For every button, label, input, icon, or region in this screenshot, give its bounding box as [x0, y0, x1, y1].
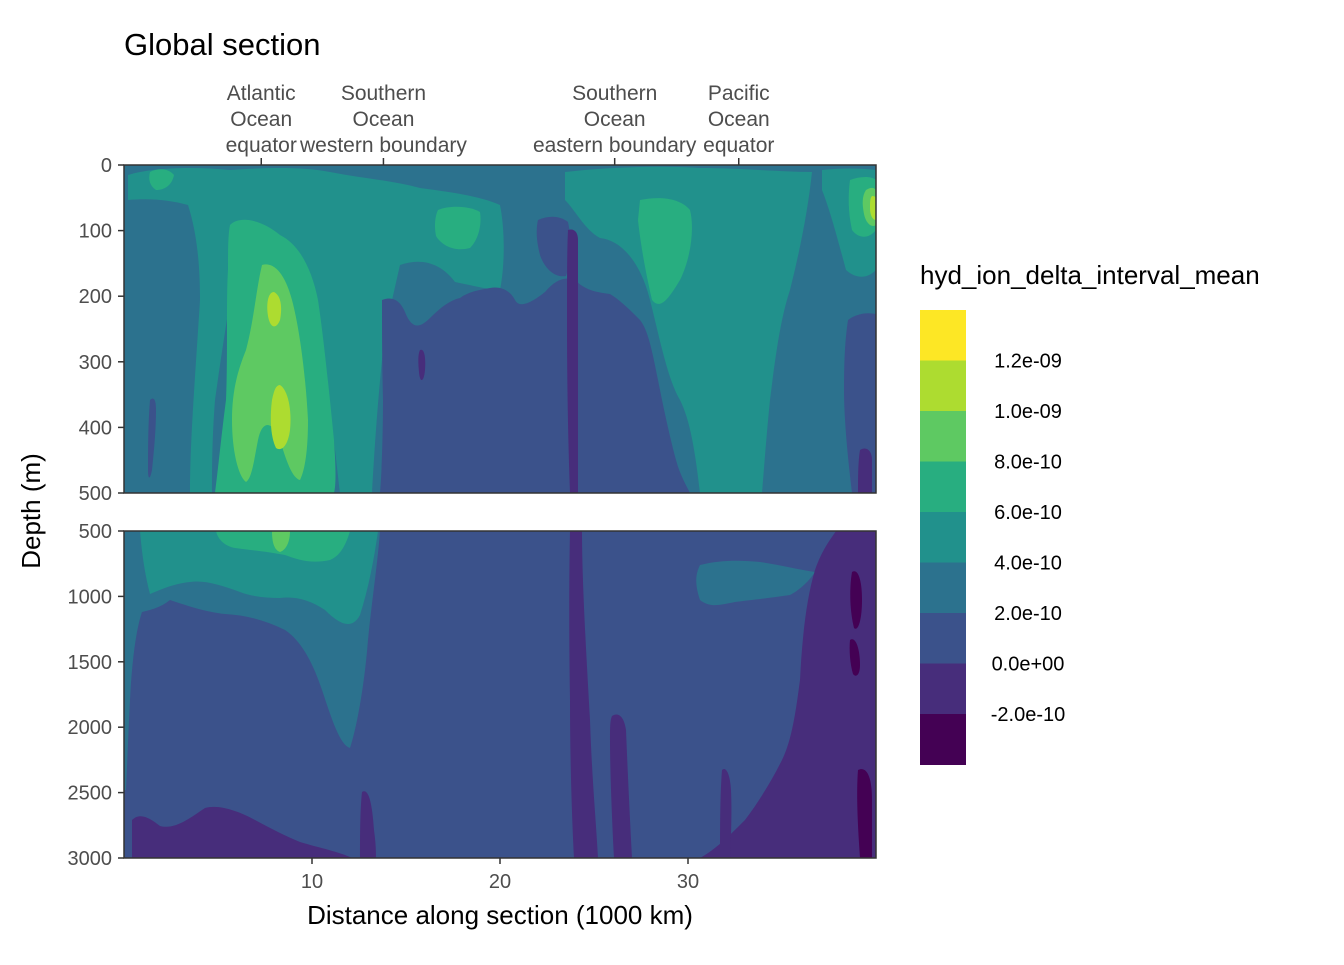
legend-swatch	[920, 562, 966, 614]
legend-swatch	[920, 461, 966, 513]
lower-y-tick-label: 500	[79, 521, 112, 543]
upper-band-east-0	[844, 313, 876, 493]
legend-swatch	[920, 613, 966, 664]
upper-y-axis: 0 100 200 300 400 500	[79, 155, 124, 505]
legend-swatches	[920, 310, 966, 765]
upper-y-tick-label: 0	[101, 155, 112, 177]
upper-band-pacific-4	[565, 166, 812, 493]
legend-labels: 1.2e-09 1.0e-09 8.0e-10 6.0e-10 4.0e-10 2.0e-…	[991, 351, 1066, 727]
upper-band-atlantic-4	[128, 167, 504, 493]
legend-label: 2.0e-10	[994, 603, 1062, 625]
lower-y-tick-label: 3000	[68, 848, 113, 870]
upper-band-east-neg1	[858, 448, 872, 493]
section-label-line: Pacific	[708, 82, 770, 105]
section-label-line: eastern boundary	[533, 134, 697, 157]
legend-label: 1.0e-09	[994, 401, 1062, 423]
lower-band-bottom-neg1	[132, 806, 352, 858]
lower-band-east-neg2	[850, 571, 862, 629]
section-label-line: Ocean	[584, 108, 646, 131]
upper-contours	[124, 165, 876, 493]
legend-label: 1.2e-09	[994, 351, 1062, 373]
upper-band-left-0	[148, 398, 156, 478]
legend-swatch	[920, 411, 966, 462]
lower-band-west-8	[272, 531, 290, 552]
chart-title: Global section	[124, 27, 320, 62]
section-label-line: equator	[703, 134, 774, 157]
legend-swatch	[920, 714, 966, 765]
upper-band-center-neg1	[567, 229, 578, 493]
upper-y-tick-label: 500	[79, 483, 112, 505]
top-axis-ticks	[260, 158, 740, 165]
lower-band-channel2-neg1	[610, 714, 632, 858]
section-label-line: Atlantic	[227, 82, 296, 105]
legend-label: 6.0e-10	[994, 502, 1062, 524]
section-label-line: Southern	[572, 82, 657, 105]
lower-band-east3-neg2	[857, 769, 872, 858]
lower-y-axis: 500 1000 1500 2000 2500 3000	[68, 521, 124, 870]
legend-swatch	[920, 512, 966, 563]
x-tick-label: 30	[677, 871, 699, 893]
upper-band-left-6	[149, 169, 174, 190]
lower-band-spike-neg1	[360, 791, 376, 858]
upper-band-pacific-6	[638, 198, 692, 304]
section-labels: Atlantic Ocean equator Southern Ocean western…	[226, 82, 775, 157]
section-label-line: Southern	[341, 82, 426, 105]
lower-y-tick-label: 2500	[68, 783, 113, 805]
upper-y-tick-label: 100	[79, 221, 112, 243]
upper-band-spot-neg1	[418, 349, 426, 381]
legend-label: -2.0e-10	[991, 704, 1066, 726]
upper-y-tick-label: 200	[79, 286, 112, 308]
lower-y-tick-label: 1000	[68, 586, 113, 608]
lower-y-tick-label: 1500	[68, 652, 113, 674]
legend-label: 0.0e+00	[992, 654, 1065, 676]
section-label-line: Ocean	[230, 108, 292, 131]
lower-contours	[124, 531, 876, 858]
lower-band-channel-neg1	[569, 531, 598, 858]
lower-band-east2-neg2	[849, 639, 860, 676]
section-label-line: equator	[226, 134, 297, 157]
lower-y-tick-label: 2000	[68, 717, 113, 739]
upper-y-tick-label: 400	[79, 417, 112, 439]
lower-band-spike2-neg1	[720, 768, 732, 858]
upper-band-center-0	[380, 278, 690, 493]
upper-band-east-10	[870, 196, 876, 220]
upper-band-atlantic-10b	[270, 385, 291, 450]
legend-swatch	[920, 310, 966, 361]
legend-title: hyd_ion_delta_interval_mean	[920, 260, 1260, 290]
x-tick-label: 20	[489, 871, 511, 893]
legend-label: 4.0e-10	[994, 553, 1062, 575]
y-axis-title: Depth (m)	[16, 453, 46, 569]
x-axis-title: Distance along section (1000 km)	[307, 900, 693, 930]
section-label-line: Ocean	[353, 108, 415, 131]
upper-panel-frame	[123, 164, 877, 494]
section-label-line: western boundary	[299, 134, 467, 157]
upper-band-atlantic-10	[267, 292, 282, 327]
upper-panel: 0 100 200 300 400 500	[79, 155, 877, 505]
legend-swatch	[920, 663, 966, 715]
upper-y-tick-label: 300	[79, 352, 112, 374]
x-tick-label: 10	[301, 871, 323, 893]
lower-panel: 500 1000 1500 2000 2500 3000 10 20 30	[68, 521, 877, 893]
upper-band-mid-0	[536, 216, 571, 277]
lower-band-east-neg1	[700, 531, 876, 858]
upper-band-center-6	[434, 206, 481, 250]
lower-band-pacific-2	[696, 560, 815, 606]
legend-label: 8.0e-10	[994, 452, 1062, 474]
x-axis: 10 20 30	[301, 858, 699, 893]
legend-swatch	[920, 360, 966, 412]
section-label-line: Ocean	[708, 108, 770, 131]
legend: hyd_ion_delta_interval_mean 1.2e-09 1.0e-…	[920, 260, 1260, 765]
